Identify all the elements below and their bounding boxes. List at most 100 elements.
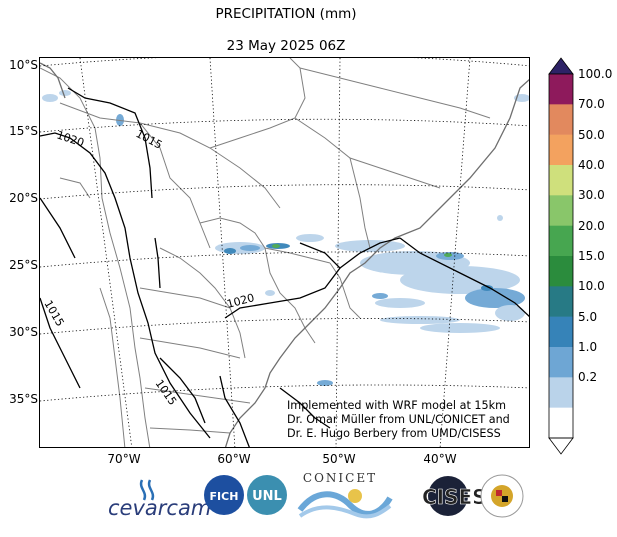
border-line (59, 102, 281, 209)
lat-label-15s: 15°S (9, 124, 38, 138)
precip-area (375, 298, 425, 308)
lon-label-70w: 70°W (107, 452, 141, 466)
conicet-wordmark: CONICET (303, 471, 377, 485)
colorbar-outline (548, 73, 574, 439)
border-line (349, 157, 371, 249)
coastline (224, 78, 529, 447)
conicet-wave-icon (297, 491, 393, 517)
precip-area (420, 323, 500, 333)
isobars (40, 87, 529, 447)
latitude-line (40, 384, 529, 402)
colorbar-tick-label: 1.0 (578, 340, 598, 354)
lon-label-40w: 40°W (423, 452, 457, 466)
border-line (159, 247, 246, 359)
precip-area (317, 380, 333, 386)
isobar-line (339, 237, 401, 269)
country-borders (40, 58, 491, 447)
isobar-1015 (67, 87, 153, 199)
border-line (149, 427, 231, 434)
border-line (209, 58, 306, 149)
colorbar-segment (549, 225, 573, 257)
latitude-line (40, 58, 529, 67)
precip-area (240, 245, 260, 251)
logo-strip: cevarcam FICH UNL CONICET CISESS (108, 471, 524, 520)
border-line (329, 262, 361, 319)
colorbar-tick-label: 10.0 (578, 279, 605, 294)
cisess-globe-icon (428, 476, 468, 516)
graticule (40, 58, 529, 447)
colorbar-tick-label: 30.0 (578, 188, 605, 203)
colorbar-tick-label: 100.0 (578, 67, 613, 81)
longitude-line (335, 58, 341, 447)
latitude-line (40, 318, 529, 335)
latitude-line (40, 118, 529, 133)
colorbar-tick-label: 0.2 (578, 370, 598, 385)
colorbar-segment (549, 104, 573, 135)
border-line (294, 117, 441, 189)
maryland-logo (480, 474, 524, 518)
colorbar-segments (549, 74, 573, 439)
fich-logo (204, 475, 244, 515)
colorbar-tick-label: 70.0 (578, 97, 605, 112)
colorbar (548, 57, 574, 455)
colorbar-segment (549, 347, 573, 378)
precip-area (272, 244, 280, 248)
border-line (139, 337, 241, 359)
lat-label-35s: 35°S (9, 392, 38, 406)
colorbar-segment (549, 134, 573, 166)
maryland-flag-icon (502, 496, 508, 502)
conicet-wave-icon (298, 504, 392, 519)
border-line (139, 122, 211, 249)
map-canvas: 1020 1015 1020 1015 1015 (40, 58, 529, 447)
isobar-line (399, 237, 529, 318)
precip-area (444, 253, 452, 257)
precip-area (497, 215, 503, 221)
lat-label-30s: 30°S (9, 325, 38, 339)
precip-area (224, 248, 236, 254)
credit-line-2: Dr. Omar Müller from UNL/CONICET and (287, 413, 510, 426)
longitude-line (79, 58, 133, 447)
credit-line-1: Implemented with WRF model at 15km (287, 399, 507, 412)
precipitation-map: 1020 1015 1020 1015 1015 (39, 57, 530, 448)
colorbar-segment (549, 316, 573, 348)
maryland-flag-icon (496, 490, 502, 496)
isobar-line (224, 242, 341, 319)
colorbar-tick-label: 20.0 (578, 218, 605, 233)
colorbar-segment (549, 407, 573, 439)
colorbar-segment (549, 74, 573, 105)
precip-area (296, 234, 324, 242)
latitude-line (40, 184, 529, 200)
isobar-line (279, 387, 331, 429)
isobar-1015-west (40, 297, 81, 389)
precip-area (380, 316, 460, 324)
latitude-line (40, 251, 529, 268)
lat-label-25s: 25°S (9, 258, 38, 272)
lon-label-50w: 50°W (322, 452, 356, 466)
precipitation-shading (42, 90, 529, 386)
colorbar-extend-bottom (548, 437, 574, 455)
isobar-line (219, 375, 250, 447)
precip-area (481, 285, 493, 291)
border-line (40, 67, 151, 447)
colorbar-segment (549, 195, 573, 226)
border-line (199, 217, 331, 264)
isobar-1015-south (159, 357, 206, 424)
border-line (99, 287, 126, 447)
border-line (59, 177, 91, 199)
colorbar-tick-label: 15.0 (578, 249, 605, 263)
cevarcam-wave-icon (139, 479, 155, 501)
map-title: PRECIPITATION (mm) (215, 6, 357, 22)
isobar-line (154, 237, 161, 289)
colorbar-segment (549, 165, 573, 196)
credit-line-3: Dr. E. Hugo Berbery from UMD/CISESS (287, 427, 501, 440)
colorbar-segment (549, 286, 573, 317)
fich-logo-text: FICH (210, 490, 239, 503)
precip-area (495, 305, 525, 321)
colorbar-segment (549, 256, 573, 287)
colorbar-segment (549, 377, 573, 408)
cevarcam-wordmark: cevarcam (108, 496, 211, 520)
cevarcam-logo: cevarcam (108, 479, 211, 520)
precip-area (42, 94, 58, 102)
unl-logo-text: UNL (252, 489, 282, 504)
conicet-sun-icon (348, 489, 362, 503)
